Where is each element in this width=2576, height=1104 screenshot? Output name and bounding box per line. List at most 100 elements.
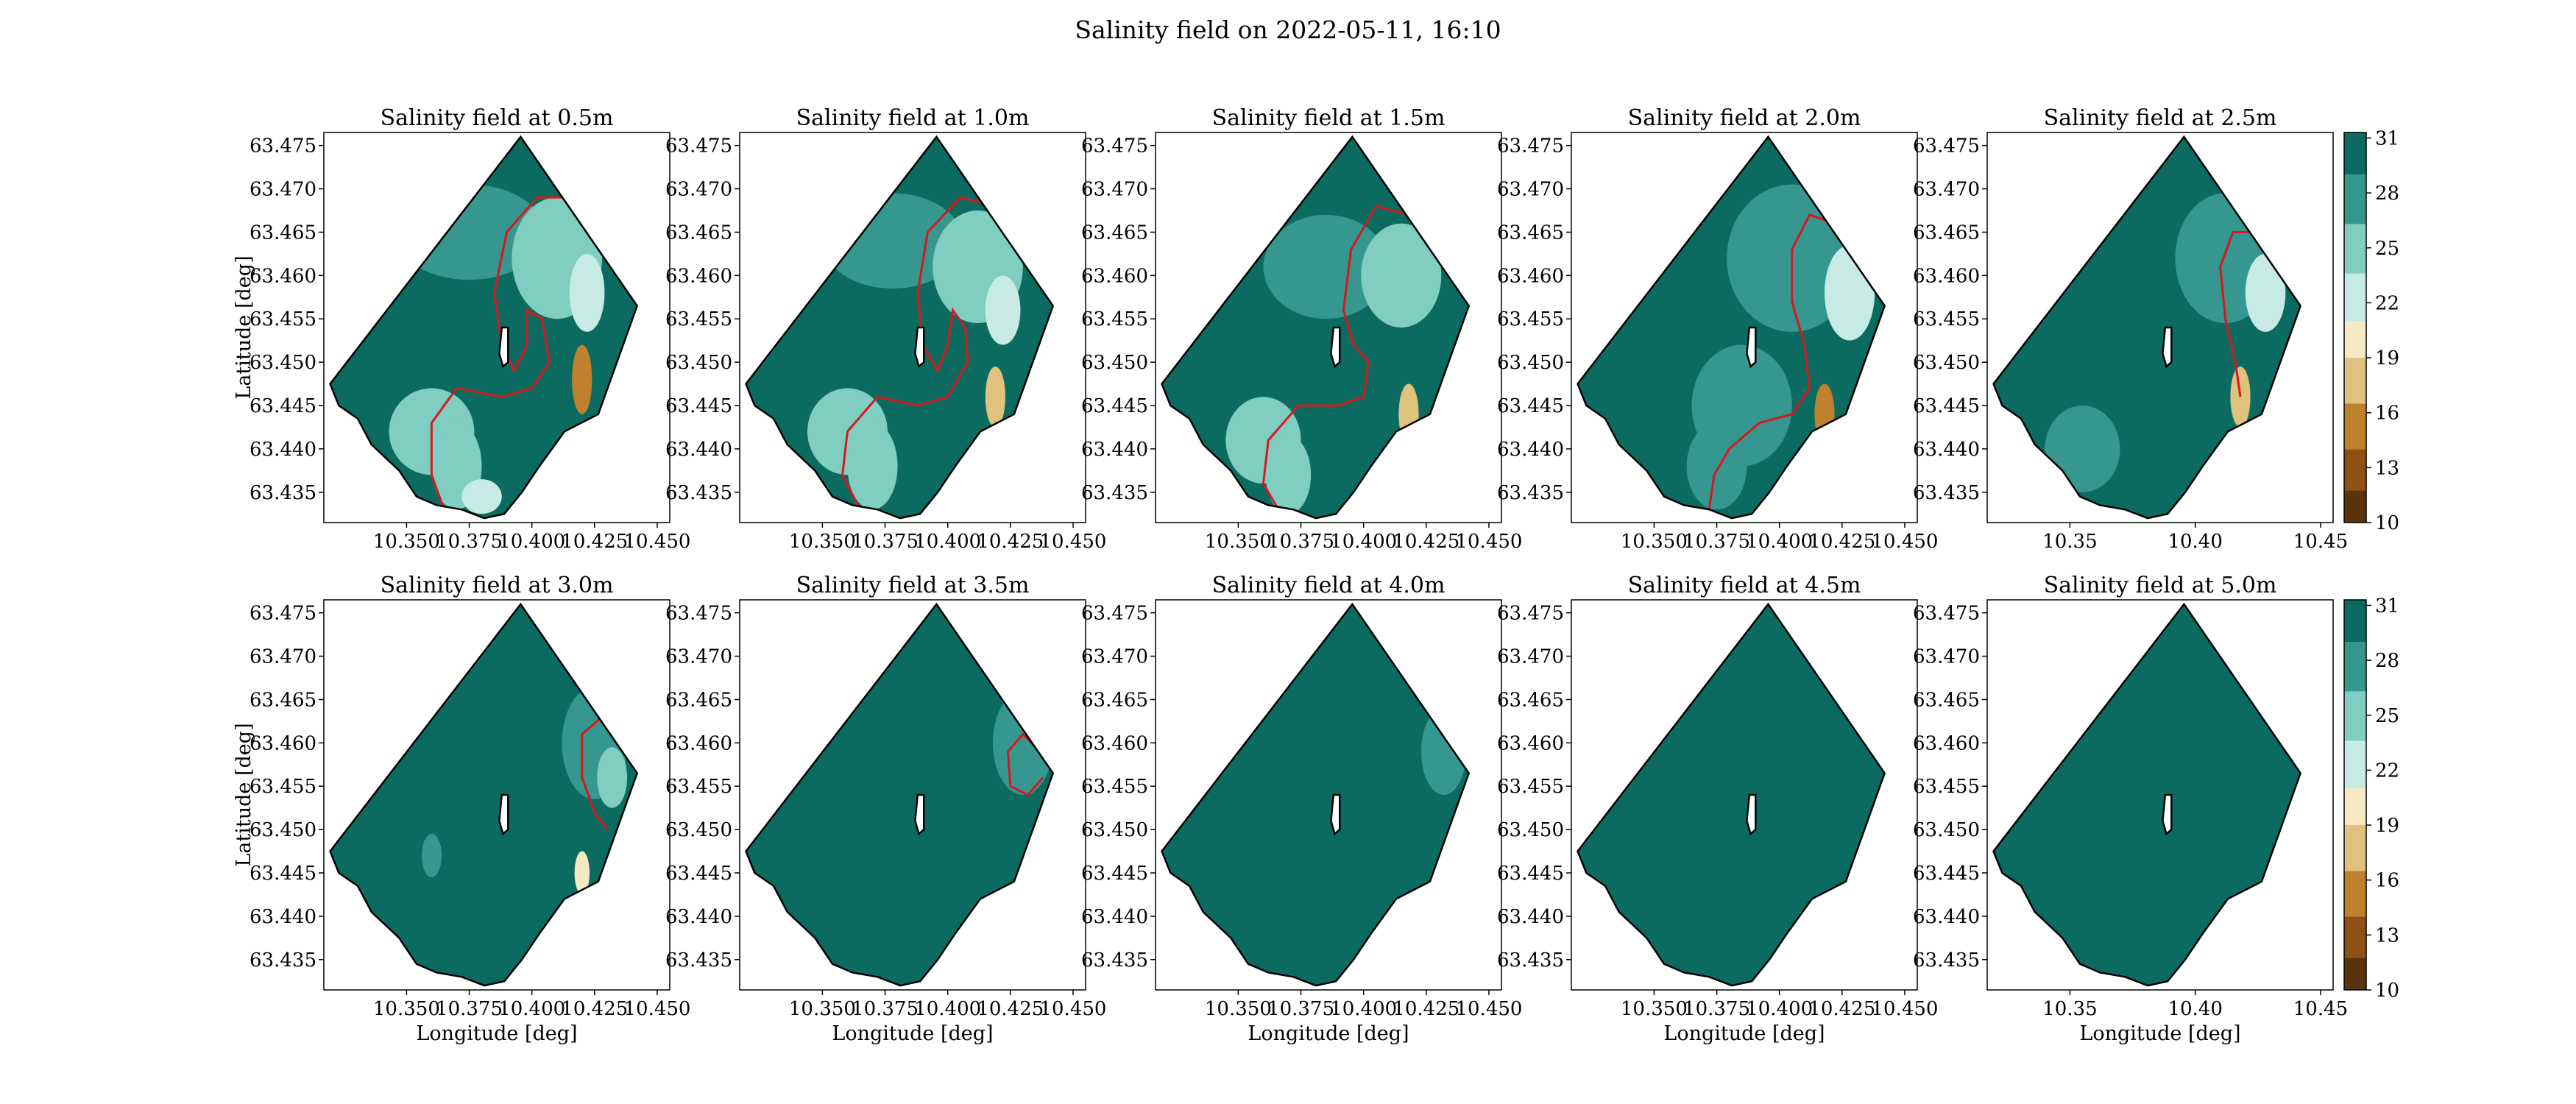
y-tick-label: 63.475: [1913, 603, 1980, 625]
y-tick-label: 63.455: [1913, 308, 1980, 330]
salinity-panel-6: Salinity field at 3.0m 63.475 63.470 63.465…: [233, 573, 690, 1045]
x-tick-label: 10.450: [1455, 998, 1522, 1020]
y-tick-label: 63.470: [1913, 646, 1980, 668]
colorbar-1: 10 13 16 19 22 25 28 31: [2343, 127, 2399, 534]
coastline: [1992, 135, 2302, 520]
y-tick-label: 63.475: [250, 135, 316, 158]
y-tick-label: 63.460: [1497, 265, 1564, 287]
y-tick-label: 63.465: [250, 222, 316, 244]
x-tick-label: 10.400: [498, 998, 565, 1020]
y-tick-label: 63.455: [1913, 776, 1980, 798]
y-tick-label: 63.475: [1497, 135, 1564, 158]
panel-title: Salinity field at 3.5m: [796, 573, 1030, 598]
y-tick-label: 63.440: [1081, 439, 1148, 461]
x-tick-label: 10.375: [436, 531, 503, 553]
y-tick-label: 63.465: [665, 689, 732, 711]
island-outline: [914, 326, 925, 369]
x-tick-label: 10.40: [2168, 998, 2222, 1020]
field-region-2: [597, 747, 628, 808]
colorbar-segment-3: [2344, 403, 2366, 450]
colorbar-tick-label: 13: [2375, 924, 2399, 946]
coastline: [745, 602, 1055, 987]
x-tick-label: 10.450: [1871, 531, 1938, 553]
colorbar-tick-label: 25: [2375, 238, 2399, 260]
salinity-panel-5: Salinity field at 2.5m 63.475 63.470 63.465…: [1913, 105, 2348, 553]
y-tick-label: 63.475: [250, 603, 316, 625]
x-tick-label: 10.375: [852, 531, 919, 553]
x-axis-label: Longitude [deg]: [1248, 1022, 1409, 1045]
x-axis-label: Longitude [deg]: [2079, 1022, 2240, 1045]
field-region-6: [985, 367, 1006, 428]
y-axis-label: Latitude [deg]: [233, 255, 255, 399]
x-tick-label: 10.35: [2042, 998, 2097, 1020]
island-outline: [1746, 326, 1757, 369]
y-tick-label: 63.450: [1497, 819, 1564, 841]
y-tick-label: 63.455: [250, 776, 316, 798]
y-tick-label: 63.465: [250, 689, 316, 711]
y-tick-label: 63.445: [1913, 863, 1980, 885]
colorbar-segment-4: [2344, 825, 2366, 871]
field-region-4: [574, 851, 590, 895]
x-tick-label: 10.425: [561, 998, 628, 1020]
field-background: [1161, 604, 1469, 986]
panel-title: Salinity field at 1.0m: [796, 105, 1030, 131]
y-tick-label: 63.470: [665, 646, 732, 668]
y-tick-label: 63.445: [1497, 863, 1564, 885]
field-background: [1577, 604, 1885, 986]
y-tick-label: 63.445: [250, 395, 316, 417]
field-background: [1993, 604, 2301, 986]
colorbar-frame: [2343, 599, 2367, 991]
colorbar-segment-5: [2344, 788, 2366, 826]
y-tick-label: 63.435: [665, 482, 732, 504]
island-outline: [1330, 793, 1341, 836]
colorbar-segment-2: [2344, 449, 2366, 491]
y-tick-label: 63.450: [1497, 352, 1564, 374]
y-tick-label: 63.460: [665, 265, 732, 287]
y-tick-label: 63.465: [665, 222, 732, 244]
y-tick-label: 63.435: [665, 949, 732, 972]
x-tick-label: 10.350: [1621, 531, 1688, 553]
y-tick-label: 63.470: [1913, 179, 1980, 201]
coastline: [1161, 602, 1471, 987]
x-tick-label: 10.425: [561, 531, 628, 553]
panel-title: Salinity field at 5.0m: [2044, 573, 2277, 598]
x-tick-label: 10.350: [1621, 998, 1688, 1020]
colorbar-segment-8: [2344, 174, 2366, 224]
colorbar-segment-7: [2344, 691, 2366, 741]
x-tick-label: 10.350: [789, 531, 856, 553]
x-tick-label: 10.40: [2168, 531, 2222, 553]
y-tick-label: 63.440: [1497, 439, 1564, 461]
y-tick-label: 63.465: [1497, 222, 1564, 244]
x-tick-label: 10.45: [2293, 998, 2348, 1020]
x-axis-label: Longitude [deg]: [416, 1022, 577, 1045]
coastline: [329, 602, 639, 987]
x-tick-label: 10.400: [1330, 998, 1397, 1020]
y-tick-label: 63.445: [665, 395, 732, 417]
x-tick-label: 10.375: [1683, 998, 1750, 1020]
colorbar-tick-label: 10: [2375, 512, 2399, 534]
coastline: [329, 135, 639, 520]
island-outline: [2162, 326, 2173, 369]
y-tick-label: 63.435: [250, 949, 316, 972]
y-tick-label: 63.470: [1081, 646, 1148, 668]
colorbar-segment-5: [2344, 321, 2366, 358]
y-tick-label: 63.455: [1081, 776, 1148, 798]
y-tick-label: 63.455: [1081, 308, 1148, 330]
x-tick-label: 10.375: [1267, 998, 1334, 1020]
colorbar-frame: [2343, 132, 2367, 523]
colorbar-tick-label: 19: [2375, 347, 2399, 369]
panel-grid: Salinity field at 0.5m 63.475 63.470 63.465…: [233, 105, 2348, 1045]
coastline: [1992, 602, 2302, 987]
x-tick-label: 10.350: [1205, 531, 1272, 553]
y-tick-label: 63.455: [665, 776, 732, 798]
y-tick-label: 63.435: [1497, 482, 1564, 504]
front-contour: [2219, 230, 2253, 397]
x-tick-label: 10.400: [498, 531, 565, 553]
salinity-panel-2: Salinity field at 1.0m 63.475 63.470 63.465…: [665, 105, 1106, 553]
y-tick-label: 63.470: [1497, 179, 1564, 201]
x-axis-label: Longitude [deg]: [832, 1022, 993, 1045]
panel-title: Salinity field at 2.0m: [1628, 105, 1861, 131]
salinity-field: [330, 136, 637, 519]
x-tick-label: 10.400: [1330, 531, 1397, 553]
y-tick-label: 63.440: [1081, 906, 1148, 928]
